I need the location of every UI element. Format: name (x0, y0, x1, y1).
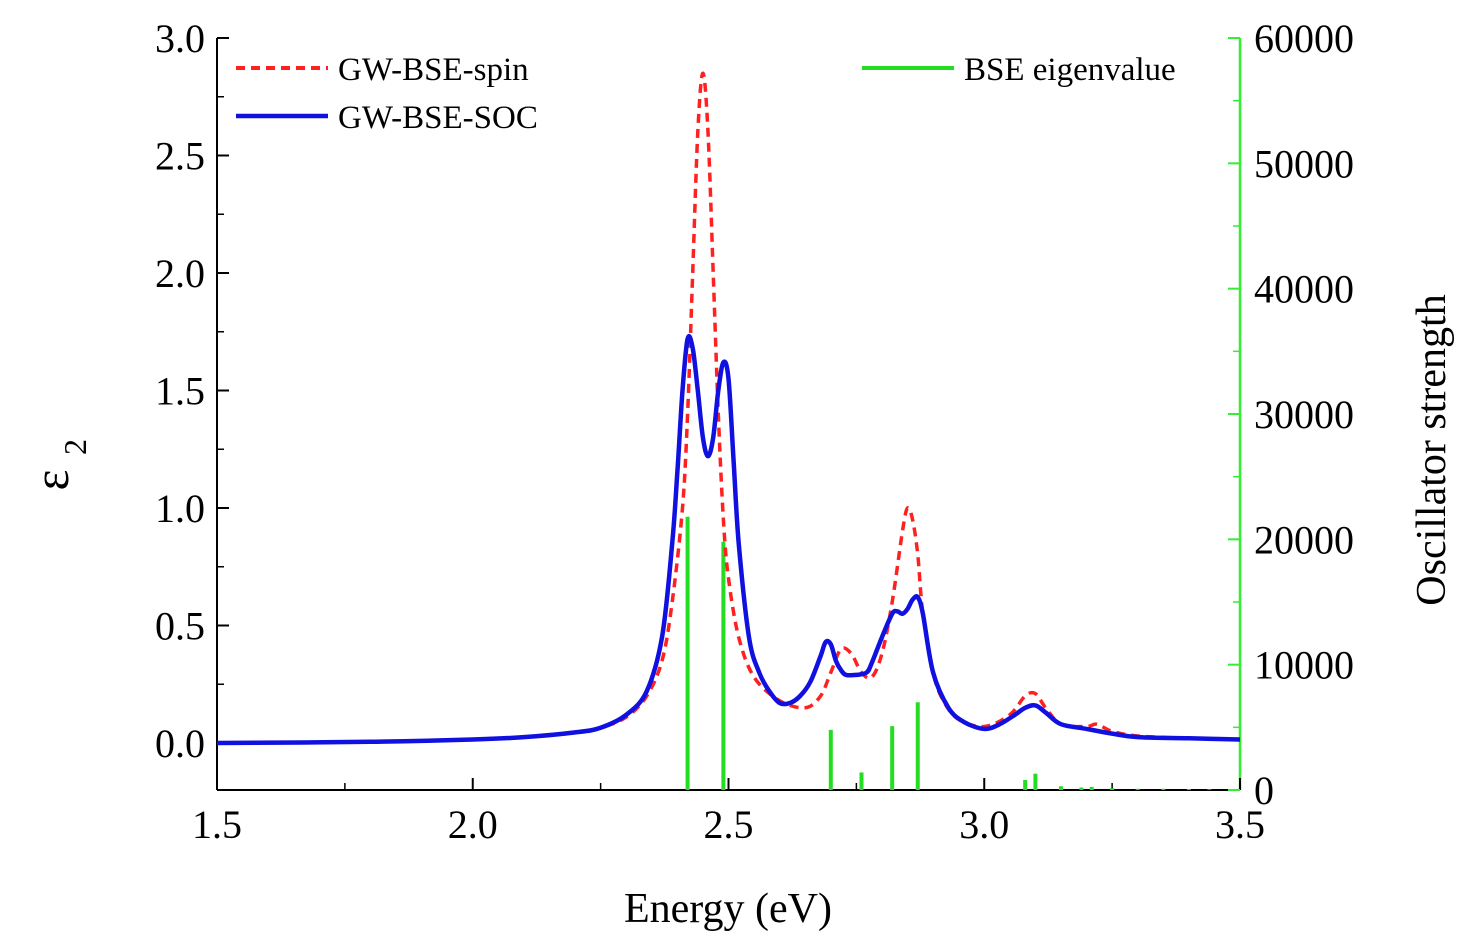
axes-layer: 1.5 2.0 2.5 3.0 3.5 0.0 0.5 1.0 1.5 2.0 2.5 3.0 0 100… (155, 16, 1354, 847)
y-left-tick-label: 0.5 (155, 604, 205, 649)
y-left-axis-subscript: 2 (57, 439, 93, 455)
x-tick-label: 2.0 (448, 802, 498, 847)
bse-eigenvalue-sticks (685, 516, 1212, 790)
gw-bse-soc-line (216, 333, 1241, 746)
gw-bse-spin-line (216, 71, 1241, 745)
y-left-tick-label: 2.0 (155, 251, 205, 296)
y-right-tick-label: 20000 (1254, 517, 1354, 562)
spectra-lines (216, 71, 1241, 746)
y-right-tick-label: 10000 (1254, 643, 1354, 688)
y-right-tick-label: 50000 (1254, 141, 1354, 186)
x-tick-label: 2.5 (704, 802, 754, 847)
x-tick-label: 1.5 (192, 802, 242, 847)
y-left-tick-label: 1.0 (155, 486, 205, 531)
x-tick-label: 3.5 (1215, 802, 1265, 847)
y-left-axis-symbol: ε (23, 470, 79, 491)
legend-left: GW-BSE-spin GW-BSE-SOC (236, 52, 538, 136)
y-right-axis-title: Oscillator strength (1409, 294, 1455, 605)
x-axis-title: Energy (eV) (624, 886, 832, 932)
y-right-tick-label: 40000 (1254, 267, 1354, 312)
y-right-tick-label: 60000 (1254, 16, 1354, 61)
legend-right: BSE eigenvalue (862, 52, 1176, 88)
y-right-tick-label: 0 (1254, 768, 1274, 813)
y-left-axis-title: ε 2 (23, 439, 93, 491)
legend-spin-label: GW-BSE-spin (338, 52, 529, 88)
legend-bse-label: BSE eigenvalue (964, 52, 1176, 88)
y-right-tick-label: 30000 (1254, 392, 1354, 437)
y-left-tick-label: 1.5 (155, 369, 205, 414)
y-left-tick-label: 2.5 (155, 134, 205, 179)
x-tick-label: 3.0 (959, 802, 1009, 847)
y-left-tick-label: 0.0 (155, 721, 205, 766)
y-left-tick-label: 3.0 (155, 16, 205, 61)
legend-soc-label: GW-BSE-SOC (338, 100, 538, 136)
